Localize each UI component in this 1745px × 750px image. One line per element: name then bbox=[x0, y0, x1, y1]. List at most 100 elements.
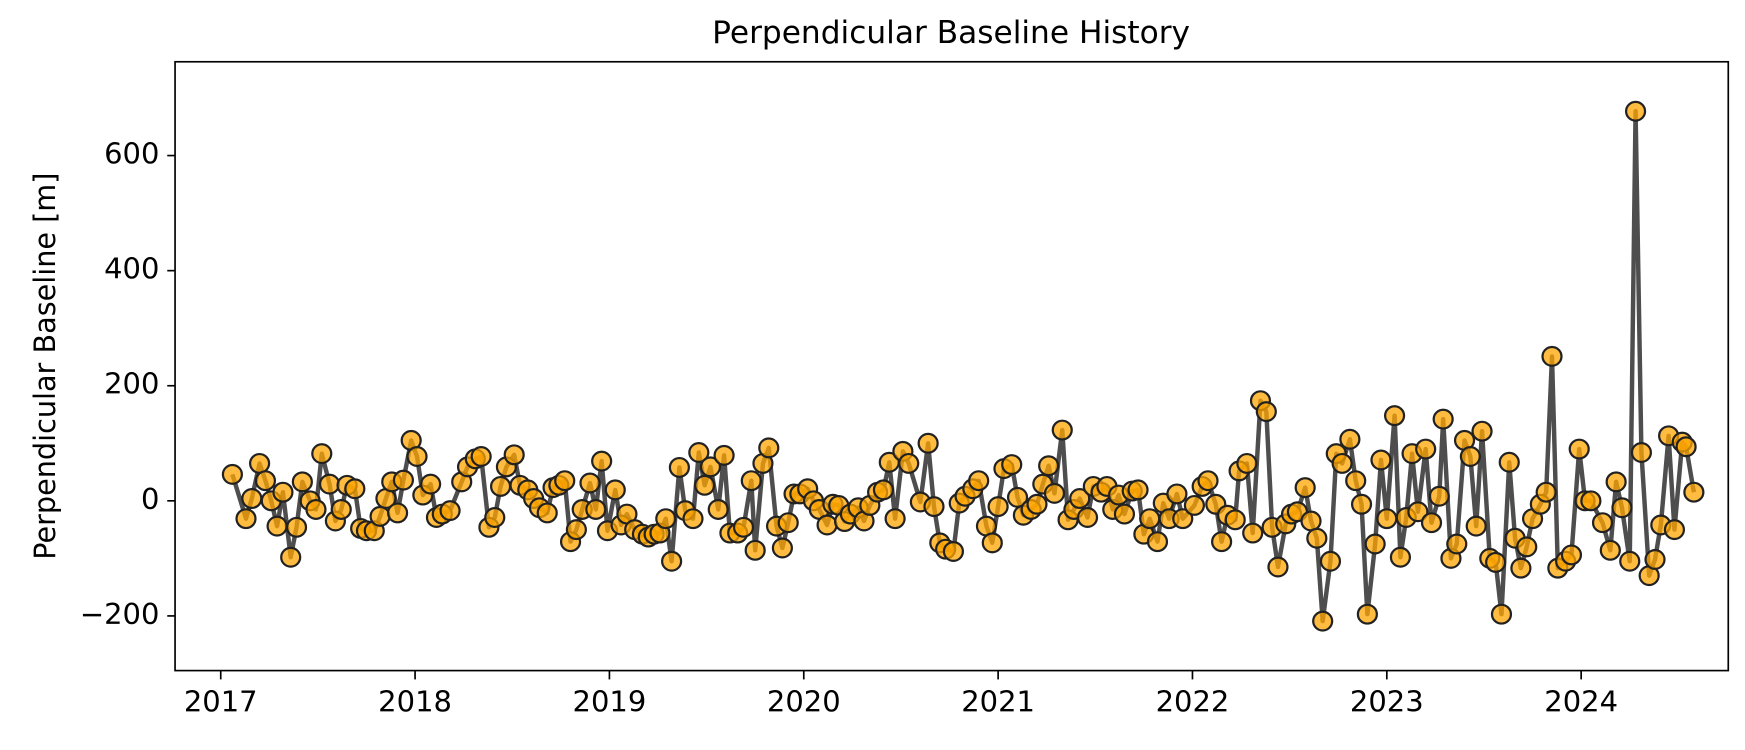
point-marker bbox=[1580, 490, 1602, 512]
point-marker bbox=[392, 469, 415, 491]
point-marker bbox=[1510, 557, 1532, 579]
point-marker bbox=[1026, 493, 1048, 515]
point-marker bbox=[688, 442, 710, 463]
point-marker bbox=[1166, 483, 1188, 505]
point-marker bbox=[1319, 550, 1342, 572]
point-marker bbox=[484, 507, 506, 528]
point-marker bbox=[777, 512, 799, 534]
point-marker bbox=[917, 432, 939, 454]
point-marker bbox=[1535, 481, 1557, 503]
point-marker bbox=[1683, 481, 1705, 503]
point-marker bbox=[668, 456, 690, 478]
point-marker bbox=[536, 502, 558, 524]
point-marker bbox=[406, 446, 428, 467]
point-marker bbox=[291, 471, 313, 493]
point-marker bbox=[987, 496, 1009, 518]
point-marker bbox=[1624, 100, 1647, 122]
point-marker bbox=[1038, 455, 1060, 477]
point-marker bbox=[503, 444, 525, 466]
point-marker bbox=[1560, 544, 1583, 566]
y-tick-label: 0 bbox=[141, 482, 159, 516]
point-marker bbox=[682, 508, 704, 530]
point-marker bbox=[1306, 527, 1328, 549]
x-tick-label: 2024 bbox=[1544, 685, 1618, 719]
point-marker bbox=[285, 516, 308, 538]
point-marker bbox=[1076, 507, 1099, 528]
point-marker bbox=[1183, 494, 1205, 516]
plot-frame bbox=[174, 60, 1730, 672]
point-marker bbox=[1516, 536, 1538, 558]
point-marker bbox=[1376, 508, 1398, 530]
point-marker bbox=[758, 437, 780, 459]
point-marker bbox=[1043, 482, 1066, 504]
point-marker bbox=[1568, 438, 1590, 460]
point-marker bbox=[740, 470, 762, 492]
point-marker bbox=[1420, 512, 1443, 534]
point-marker bbox=[744, 539, 766, 561]
point-marker bbox=[872, 479, 895, 501]
point-marker bbox=[1383, 405, 1406, 427]
point-marker bbox=[816, 514, 838, 536]
point-marker bbox=[439, 500, 461, 522]
point-marker bbox=[1370, 449, 1392, 471]
point-marker bbox=[884, 508, 906, 530]
point-marker bbox=[221, 463, 243, 485]
point-marker bbox=[1485, 551, 1507, 573]
point-marker bbox=[661, 550, 683, 572]
point-marker bbox=[254, 470, 277, 492]
point-marker bbox=[235, 508, 257, 530]
point-marker bbox=[1675, 436, 1697, 458]
y-tick-label: 200 bbox=[104, 367, 159, 401]
point-marker bbox=[1490, 603, 1513, 625]
point-marker bbox=[470, 446, 492, 467]
point-marker bbox=[1541, 345, 1563, 367]
point-marker bbox=[1605, 471, 1627, 493]
point-marker bbox=[968, 470, 990, 492]
chart-title: Perpendicular Baseline History bbox=[712, 15, 1190, 51]
point-marker bbox=[1300, 510, 1322, 532]
point-marker bbox=[732, 516, 755, 538]
point-marker bbox=[585, 498, 607, 520]
point-marker bbox=[1350, 493, 1373, 515]
point-marker bbox=[1498, 451, 1520, 473]
y-axis-label: Perpendicular Baseline [m] bbox=[28, 173, 62, 560]
point-marker bbox=[1236, 452, 1258, 474]
point-marker bbox=[1644, 549, 1666, 571]
x-tick-label: 2021 bbox=[961, 685, 1035, 719]
point-marker bbox=[1663, 519, 1686, 541]
point-marker bbox=[1428, 485, 1450, 507]
point-marker bbox=[1211, 531, 1233, 553]
point-marker bbox=[1611, 497, 1633, 519]
x-tick-label: 2020 bbox=[767, 685, 841, 719]
point-marker bbox=[707, 498, 729, 520]
point-marker bbox=[489, 475, 512, 497]
y-tick-label: 600 bbox=[104, 137, 159, 171]
point-marker bbox=[1465, 515, 1487, 537]
point-marker bbox=[1364, 533, 1386, 555]
point-marker bbox=[1294, 477, 1316, 499]
point-marker bbox=[1407, 501, 1429, 523]
x-tick-label: 2023 bbox=[1350, 685, 1424, 719]
point-marker bbox=[1139, 508, 1161, 530]
y-tick-label: −200 bbox=[80, 597, 160, 631]
point-marker bbox=[1591, 512, 1614, 534]
point-marker bbox=[330, 498, 352, 520]
point-marker bbox=[1459, 446, 1481, 467]
point-marker bbox=[1127, 479, 1149, 501]
point-marker bbox=[771, 537, 793, 559]
point-marker bbox=[1619, 550, 1641, 572]
series-line bbox=[230, 109, 1697, 624]
point-marker bbox=[369, 505, 391, 527]
point-marker bbox=[591, 450, 613, 472]
point-marker bbox=[713, 444, 735, 466]
point-marker bbox=[1242, 522, 1264, 544]
point-marker bbox=[1471, 420, 1493, 442]
point-marker bbox=[1415, 438, 1437, 460]
point-marker bbox=[386, 502, 409, 524]
point-marker bbox=[1432, 408, 1454, 430]
point-marker bbox=[1255, 401, 1277, 423]
point-marker bbox=[1356, 603, 1378, 625]
point-marker bbox=[272, 481, 294, 503]
point-marker bbox=[699, 456, 722, 478]
